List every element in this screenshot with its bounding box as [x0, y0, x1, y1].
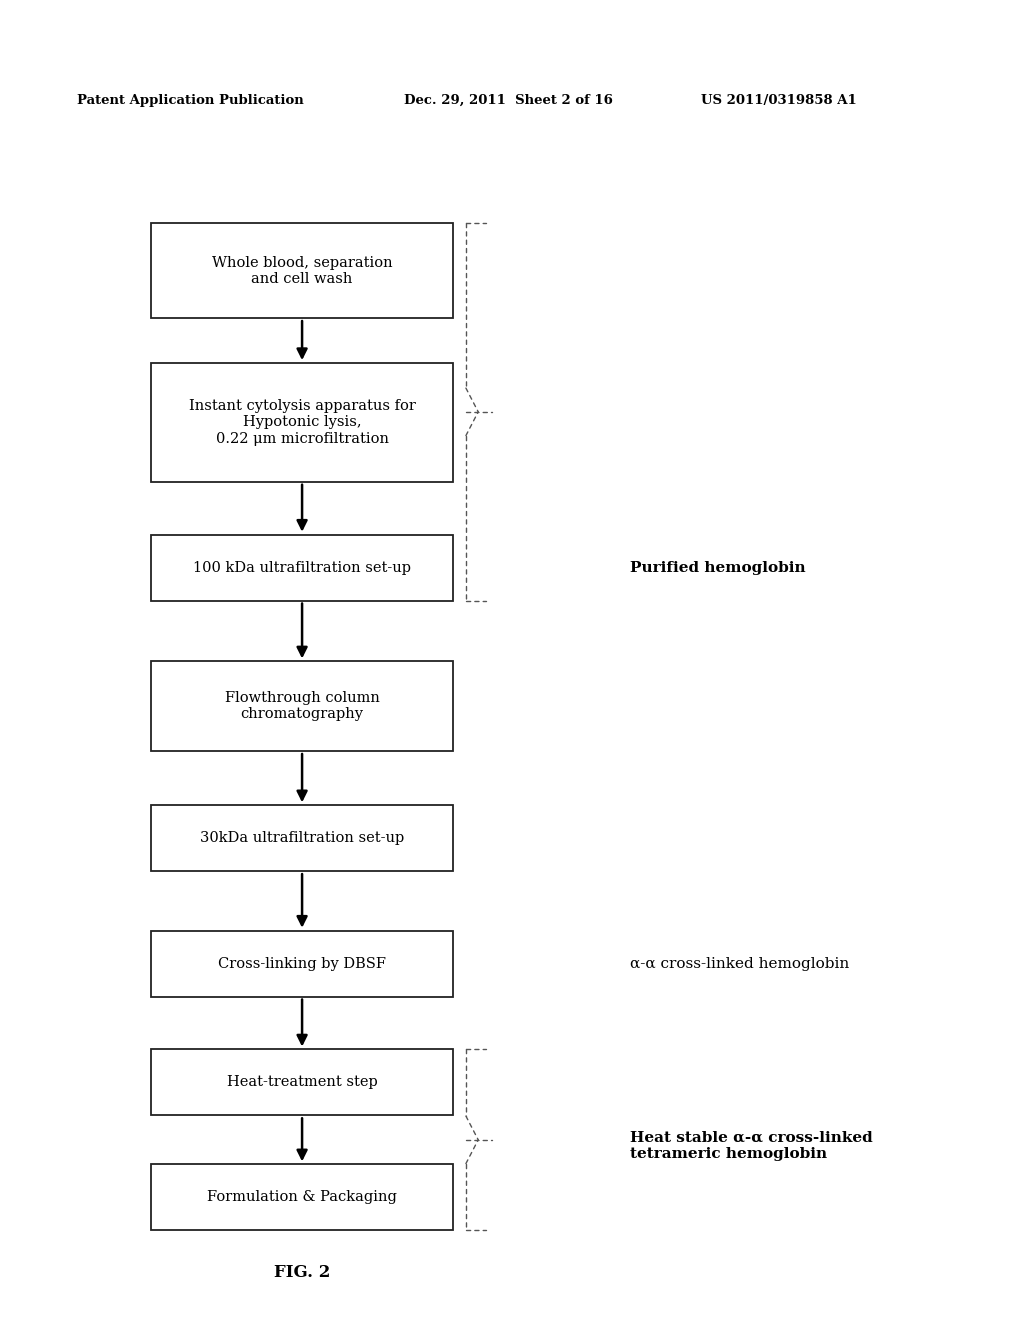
- FancyBboxPatch shape: [152, 931, 453, 997]
- Text: Heat-treatment step: Heat-treatment step: [226, 1076, 378, 1089]
- FancyBboxPatch shape: [152, 363, 453, 482]
- Text: α-α cross-linked hemoglobin: α-α cross-linked hemoglobin: [630, 957, 849, 970]
- Text: Cross-linking by DBSF: Cross-linking by DBSF: [218, 957, 386, 970]
- Text: 30kDa ultrafiltration set-up: 30kDa ultrafiltration set-up: [200, 832, 404, 845]
- Text: Dec. 29, 2011  Sheet 2 of 16: Dec. 29, 2011 Sheet 2 of 16: [404, 94, 613, 107]
- Text: Formulation & Packaging: Formulation & Packaging: [207, 1191, 397, 1204]
- FancyBboxPatch shape: [152, 223, 453, 318]
- Text: Instant cytolysis apparatus for
Hypotonic lysis,
0.22 μm microfiltration: Instant cytolysis apparatus for Hypotoni…: [188, 399, 416, 446]
- FancyBboxPatch shape: [152, 1164, 453, 1230]
- Text: FIG. 2: FIG. 2: [273, 1265, 331, 1280]
- FancyBboxPatch shape: [152, 1049, 453, 1115]
- Text: Heat stable α-α cross-linked
tetrameric hemoglobin: Heat stable α-α cross-linked tetrameric …: [630, 1131, 872, 1160]
- Text: Flowthrough column
chromatography: Flowthrough column chromatography: [224, 692, 380, 721]
- Text: Patent Application Publication: Patent Application Publication: [77, 94, 303, 107]
- Text: Purified hemoglobin: Purified hemoglobin: [630, 561, 806, 574]
- FancyBboxPatch shape: [152, 535, 453, 601]
- FancyBboxPatch shape: [152, 661, 453, 751]
- Text: 100 kDa ultrafiltration set-up: 100 kDa ultrafiltration set-up: [194, 561, 411, 574]
- FancyBboxPatch shape: [152, 805, 453, 871]
- Text: US 2011/0319858 A1: US 2011/0319858 A1: [701, 94, 857, 107]
- Text: Whole blood, separation
and cell wash: Whole blood, separation and cell wash: [212, 256, 392, 285]
